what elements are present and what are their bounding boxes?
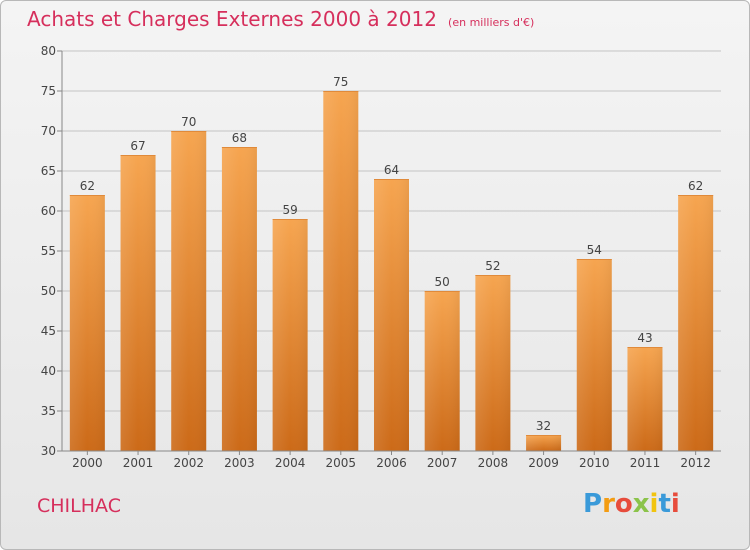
proxiti-logo: Proxiti	[583, 489, 680, 519]
bar-shine	[120, 155, 156, 451]
bar-shine	[272, 219, 308, 451]
data-label: 59	[282, 203, 297, 217]
data-label: 68	[232, 131, 247, 145]
y-tick-label: 70	[41, 124, 56, 138]
x-tick-label: 2000	[72, 456, 103, 470]
data-label: 52	[485, 259, 500, 273]
bar-shine	[69, 195, 105, 451]
y-tick-label: 35	[41, 404, 56, 418]
data-label: 50	[435, 275, 450, 289]
data-label: 43	[637, 331, 652, 345]
x-tick-label: 2010	[579, 456, 610, 470]
data-label: 54	[587, 243, 602, 257]
y-tick-label: 45	[41, 324, 56, 338]
x-tick-label: 2008	[478, 456, 509, 470]
bar-shine	[678, 195, 714, 451]
bar-shine	[526, 435, 562, 451]
y-tick-label: 55	[41, 244, 56, 258]
y-tick-label: 60	[41, 204, 56, 218]
x-tick-label: 2002	[173, 456, 204, 470]
x-tick-label: 2005	[326, 456, 357, 470]
data-label: 75	[333, 75, 348, 89]
x-tick-label: 2003	[224, 456, 255, 470]
x-tick-label: 2011	[630, 456, 661, 470]
y-tick-label: 80	[41, 44, 56, 58]
bar-shine	[323, 91, 359, 451]
x-tick-label: 2006	[376, 456, 407, 470]
y-tick-label: 40	[41, 364, 56, 378]
y-tick-label: 75	[41, 84, 56, 98]
chart-title: Achats et Charges Externes 2000 à 2012	[27, 7, 437, 31]
data-label: 70	[181, 115, 196, 129]
data-label: 64	[384, 163, 399, 177]
y-tick-label: 30	[41, 444, 56, 458]
chart-title-row: Achats et Charges Externes 2000 à 2012 (…	[27, 7, 534, 31]
x-tick-label: 2009	[528, 456, 559, 470]
bar-shine	[424, 291, 460, 451]
data-label: 67	[130, 139, 145, 153]
bar-shine	[627, 347, 663, 451]
commune-name: CHILHAC	[37, 495, 121, 517]
unit-label: (en milliers d'€)	[448, 16, 535, 29]
bar-shine	[475, 275, 511, 451]
bar-shine	[221, 147, 257, 451]
bar-shine	[374, 179, 409, 451]
bar-shine	[576, 259, 612, 451]
x-tick-label: 2001	[123, 456, 154, 470]
x-tick-label: 2007	[427, 456, 458, 470]
y-tick-label: 50	[41, 284, 56, 298]
x-tick-label: 2012	[680, 456, 711, 470]
y-tick-label: 65	[41, 164, 56, 178]
x-tick-label: 2004	[275, 456, 306, 470]
data-label: 62	[688, 179, 703, 193]
bar-shine	[171, 131, 207, 451]
data-label: 32	[536, 419, 551, 433]
data-label: 62	[80, 179, 95, 193]
